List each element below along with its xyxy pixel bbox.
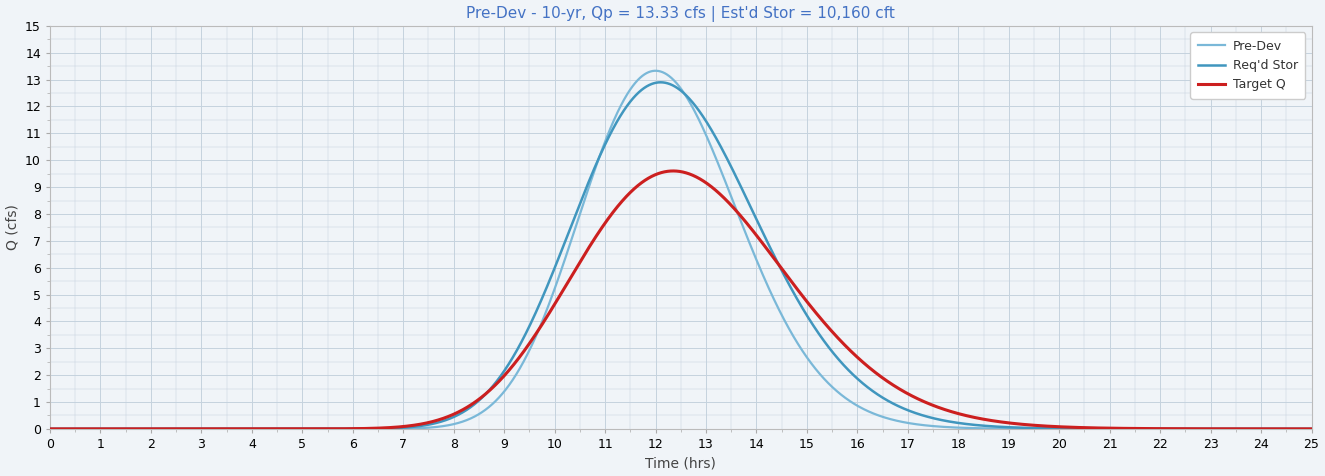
Req'd Stor xyxy=(525,318,541,324)
Legend: Pre-Dev, Req'd Stor, Target Q: Pre-Dev, Req'd Stor, Target Q xyxy=(1190,32,1305,99)
Pre-Dev xyxy=(525,342,541,347)
Req'd Stor xyxy=(272,426,288,432)
Title: Pre-Dev - 10-yr, Qp = 13.33 cfs | Est'd Stor = 10,160 cft: Pre-Dev - 10-yr, Qp = 13.33 cfs | Est'd … xyxy=(466,6,896,21)
Target Q xyxy=(665,168,681,174)
Target Q xyxy=(863,366,878,372)
Target Q xyxy=(983,418,999,424)
Pre-Dev xyxy=(272,426,288,432)
Req'd Stor xyxy=(863,387,878,392)
Pre-Dev xyxy=(983,426,999,431)
Pre-Dev xyxy=(42,426,58,432)
Target Q xyxy=(525,337,541,343)
Req'd Stor xyxy=(1304,426,1320,432)
Target Q xyxy=(42,426,58,432)
Req'd Stor xyxy=(1080,426,1096,432)
Req'd Stor xyxy=(42,426,58,432)
X-axis label: Time (hrs): Time (hrs) xyxy=(645,456,717,470)
Target Q xyxy=(1080,425,1096,431)
Req'd Stor xyxy=(799,312,815,318)
Y-axis label: Q (cfs): Q (cfs) xyxy=(5,204,20,250)
Target Q xyxy=(1304,426,1320,432)
Line: Req'd Stor: Req'd Stor xyxy=(50,82,1312,429)
Req'd Stor xyxy=(653,79,669,85)
Line: Pre-Dev: Pre-Dev xyxy=(50,71,1312,429)
Pre-Dev xyxy=(863,409,878,415)
Target Q xyxy=(272,426,288,432)
Pre-Dev xyxy=(648,68,664,74)
Pre-Dev xyxy=(799,354,815,360)
Pre-Dev xyxy=(1304,426,1320,432)
Req'd Stor xyxy=(983,424,999,429)
Line: Target Q: Target Q xyxy=(50,171,1312,429)
Target Q xyxy=(799,298,815,304)
Pre-Dev xyxy=(1080,426,1096,432)
